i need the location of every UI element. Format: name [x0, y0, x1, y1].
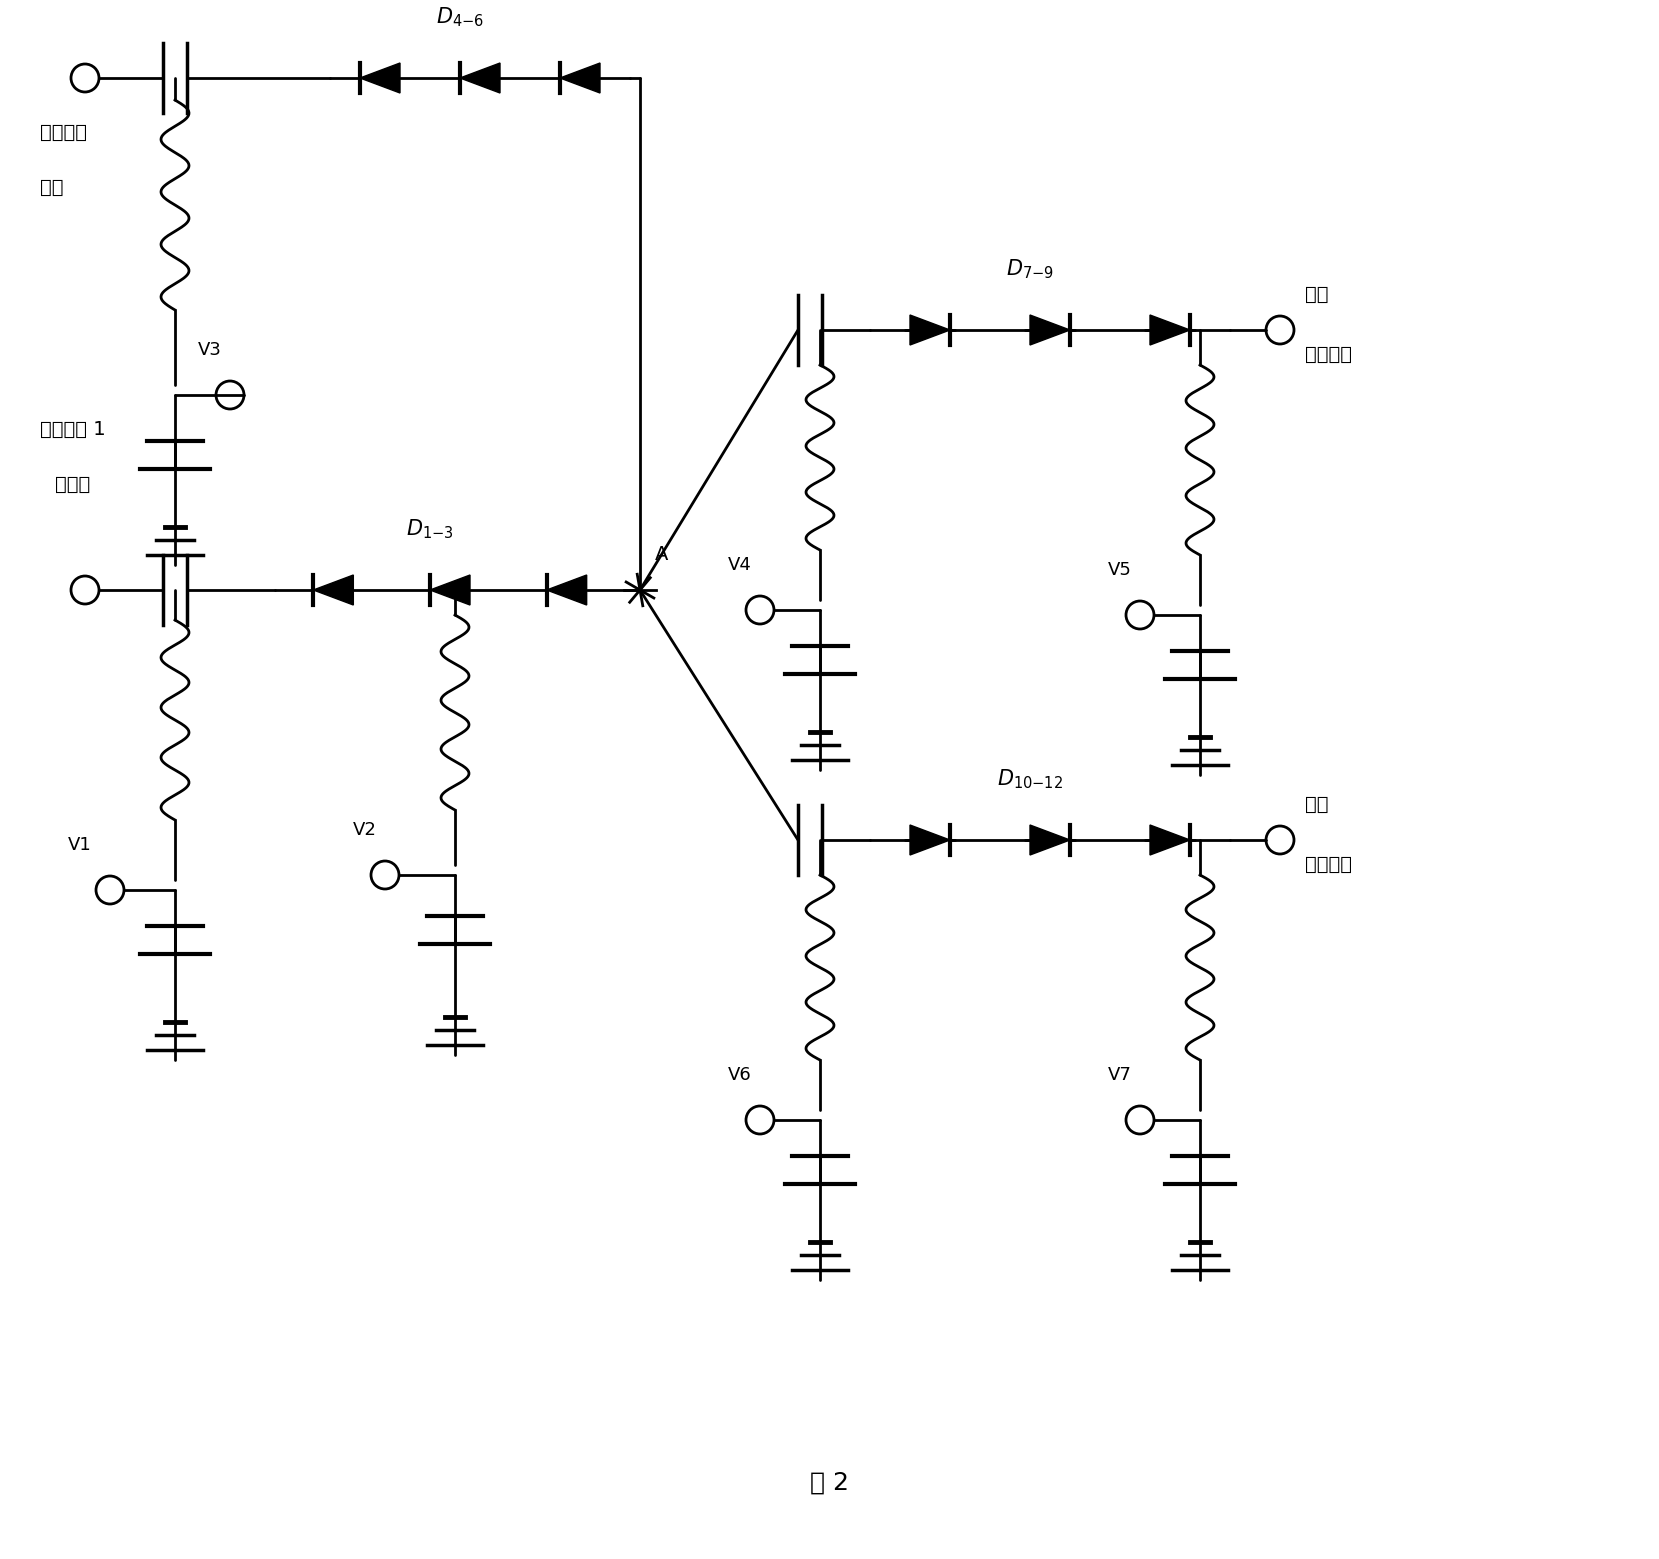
Text: V6: V6: [728, 1066, 752, 1084]
Text: 的信号: 的信号: [55, 475, 90, 494]
Polygon shape: [314, 575, 353, 605]
Text: 主路: 主路: [1306, 285, 1329, 304]
Text: $D_{1\mathregular{-}3}$: $D_{1\mathregular{-}3}$: [406, 518, 455, 541]
Text: V7: V7: [1108, 1066, 1131, 1084]
Text: $D_{7\mathregular{-}9}$: $D_{7\mathregular{-}9}$: [1005, 257, 1053, 281]
Polygon shape: [911, 315, 951, 345]
Polygon shape: [911, 825, 951, 854]
Polygon shape: [1150, 825, 1190, 854]
Polygon shape: [360, 62, 400, 94]
Text: V4: V4: [728, 557, 752, 574]
Text: 来自天线 1: 来自天线 1: [40, 419, 106, 440]
Text: 信号输出: 信号输出: [1306, 345, 1352, 363]
Polygon shape: [430, 575, 469, 605]
Text: 辅路: 辅路: [1306, 795, 1329, 814]
Text: A: A: [655, 546, 669, 564]
Text: 输入: 输入: [40, 178, 63, 196]
Polygon shape: [561, 62, 601, 94]
Polygon shape: [1030, 825, 1070, 854]
Text: 信号输出: 信号输出: [1306, 854, 1352, 875]
Text: $D_{4\mathregular{-}6}$: $D_{4\mathregular{-}6}$: [436, 5, 484, 28]
Polygon shape: [460, 62, 499, 94]
Text: $D_{10\mathregular{-}12}$: $D_{10\mathregular{-}12}$: [997, 767, 1063, 790]
Text: 图 2: 图 2: [810, 1472, 849, 1495]
Polygon shape: [1150, 315, 1190, 345]
Text: V5: V5: [1108, 561, 1131, 578]
Text: 自校信号: 自校信号: [40, 123, 86, 142]
Text: V1: V1: [68, 836, 91, 854]
Text: V3: V3: [197, 341, 222, 359]
Polygon shape: [1030, 315, 1070, 345]
Polygon shape: [547, 575, 587, 605]
Text: V2: V2: [353, 822, 377, 839]
